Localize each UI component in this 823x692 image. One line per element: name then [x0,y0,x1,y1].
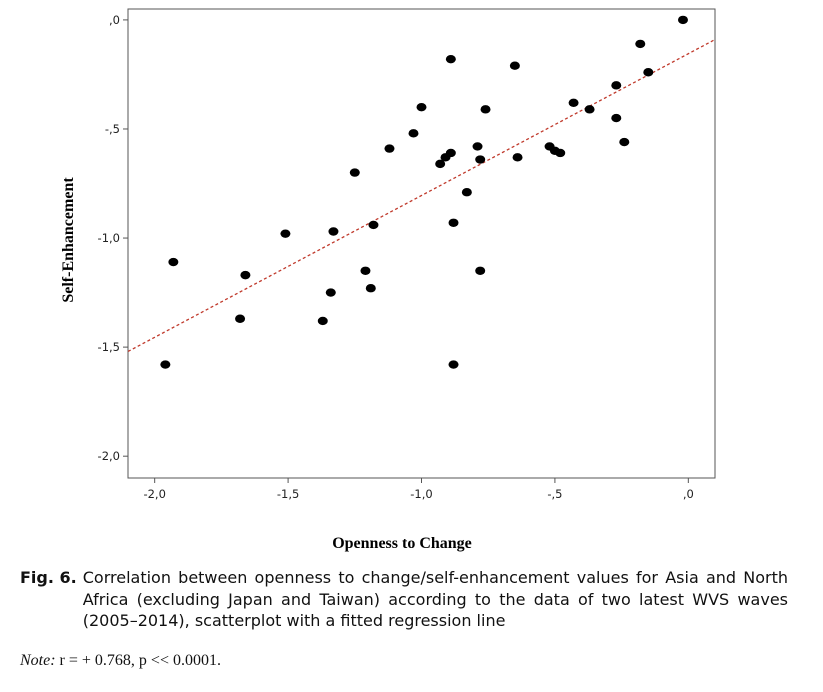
data-point [408,129,419,138]
data-point [611,81,622,90]
scatter-chart: -2,0 -1,5 -1,0 -,5 ,0 ,0 -,5 -1,0 -1,5 -2,0 Open… [60,8,716,552]
data-point [317,316,328,326]
data-point [677,15,688,25]
figure-label: Fig. 6. [20,568,77,587]
data-point [509,61,520,70]
data-point [416,102,427,112]
data-point [240,270,251,280]
note-text: r = + 0.768, p << 0.0001. [59,652,221,669]
data-point [475,266,486,275]
data-point [448,360,459,369]
data-point [448,218,459,227]
plot-area [127,8,716,479]
data-point [360,266,371,275]
y-axis-title: Self-Enhancement [60,177,77,303]
caption-text: Correlation between openness to change/s… [82,568,788,630]
data-point [445,54,456,64]
regression-line-group [127,38,716,353]
y-tick-label: -1,0 [98,231,120,245]
data-point [480,105,491,114]
data-point [619,137,630,147]
data-point [635,39,646,49]
x-tick-label: -1,0 [410,487,432,501]
data-points-group [160,15,688,369]
x-tick-label: -2,0 [143,487,165,501]
figure-caption: Fig. 6. Correlation between openness to … [20,567,788,632]
data-point [368,220,379,230]
data-point [611,113,622,123]
y-axis-ticks: ,0 -,5 -1,0 -1,5 -2,0 [98,13,128,463]
data-point [168,257,179,267]
data-point [445,148,456,158]
data-point [472,142,483,151]
data-point [328,227,339,236]
x-tick-label: -,5 [547,487,562,501]
data-point [235,314,246,323]
data-point [384,144,395,153]
data-point [280,229,291,238]
data-point [435,159,446,169]
data-point [365,284,376,293]
data-point [568,98,579,108]
data-point [512,153,523,162]
figure-note: Note: r = + 0.768, p << 0.0001. [20,652,221,670]
data-point [555,148,566,158]
x-axis-title: Openness to Change [332,535,472,552]
x-tick-label: -1,5 [277,487,299,501]
x-axis-ticks: -2,0 -1,5 -1,0 -,5 ,0 [143,478,694,501]
data-point [349,168,360,177]
data-point [643,68,654,77]
data-point [461,188,472,197]
data-point [160,360,171,369]
y-tick-label: -2,0 [98,449,120,463]
y-tick-label: -1,5 [98,340,120,354]
data-point [325,288,336,297]
regression-line [127,38,716,353]
y-tick-label: -,5 [105,122,120,136]
note-label: Note: [20,652,56,669]
y-tick-label: ,0 [109,13,120,27]
x-tick-label: ,0 [683,487,694,501]
data-point [584,105,595,114]
data-point [475,155,486,164]
